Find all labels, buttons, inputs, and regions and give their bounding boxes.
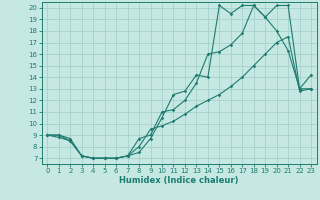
X-axis label: Humidex (Indice chaleur): Humidex (Indice chaleur) (119, 176, 239, 185)
